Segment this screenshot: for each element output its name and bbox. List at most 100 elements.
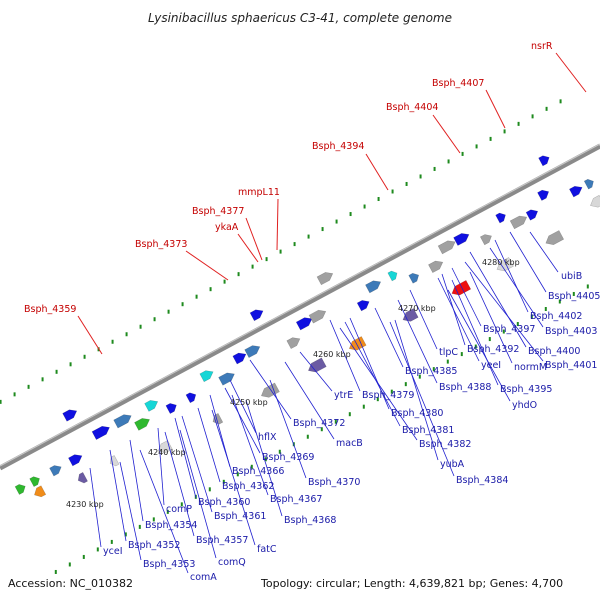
gene-label[interactable]: Bsph_4384 [456,475,508,486]
gene-shape [144,400,159,412]
gene-arrow [185,392,197,404]
gene-label[interactable]: tlpC [439,347,458,358]
gene-label[interactable]: Bsph_4377 [192,206,244,217]
tick-mark [334,419,337,424]
gene-label[interactable]: ubiB [561,271,582,282]
gene-arrow [569,185,583,198]
gene-arrow [77,472,88,484]
gene-label[interactable]: comP [166,504,192,515]
gene-arrow [49,465,62,477]
tick-mark [558,299,561,304]
gene-shape [525,209,539,221]
leader-line [451,279,499,386]
gene-label[interactable]: comQ [218,557,246,568]
gene-shape [244,345,261,359]
gene-label[interactable]: nsrR [531,41,553,52]
gene-label[interactable]: Bsph_4402 [530,311,582,322]
gene-label[interactable]: Bsph_4360 [198,497,250,508]
gene-shape [479,234,492,246]
gene-label[interactable]: fatC [257,544,277,555]
tick-mark [110,539,113,544]
tick-mark [195,294,198,299]
tick-mark [488,337,491,342]
tick-mark [307,234,310,239]
gene-label[interactable]: Bsph_4372 [293,418,345,429]
gene-label[interactable]: Bsph_4361 [214,511,266,522]
gene-arrow [109,455,120,467]
gene-label[interactable]: Bsph_4404 [386,102,438,113]
gene-label[interactable]: Bsph_4379 [362,390,414,401]
gene-label[interactable]: ykaA [215,222,239,233]
leader-line [299,351,333,392]
gene-label[interactable]: hflX [258,432,277,443]
scale-label: 4250 kbp [230,398,268,407]
tick-mark [474,344,477,349]
tick-mark [586,284,589,289]
gene-label[interactable]: ytrE [334,390,353,401]
tick-mark [460,352,463,357]
gene-label[interactable]: Bsph_4401 [545,360,597,371]
gene-label[interactable]: Bsph_4362 [222,481,274,492]
gene-label[interactable]: Bsph_4397 [483,324,535,335]
gene-shape [286,337,301,350]
gene-arrow [308,357,327,373]
gene-label[interactable]: Bsph_4357 [196,535,248,546]
gene-label[interactable]: Bsph_4359 [24,304,76,315]
outer-tick-track [54,284,589,574]
tick-mark [545,106,548,111]
gene-shape [109,455,120,467]
tick-mark [41,377,44,382]
gene-label[interactable]: Bsph_4369 [262,452,314,463]
gene-label[interactable]: Bsph_4405 [548,291,600,302]
gene-label[interactable]: Bsph_4395 [500,384,552,395]
gene-arrow [495,212,506,224]
gene-label[interactable]: Bsph_4382 [419,439,471,450]
gene-label[interactable]: Bsph_4353 [143,559,195,570]
gene-label[interactable]: Bsph_4366 [232,466,284,477]
gene-label[interactable]: yubA [440,459,465,470]
gene-label[interactable]: yeeI [481,360,501,371]
leader-line [509,231,547,293]
gene-label[interactable]: Bsph_4394 [312,141,364,152]
gene-label[interactable]: Bsph_4352 [128,540,180,551]
gene-shape [134,418,150,431]
leader-line [77,315,103,355]
gene-shape [496,257,514,272]
gene-shape [249,309,264,322]
gene-label[interactable]: mmpL11 [238,187,280,198]
gene-label[interactable]: yceI [103,546,123,557]
gene-label[interactable]: Bsph_4367 [270,494,322,505]
gene-shape [68,454,83,467]
leader-line [197,407,221,483]
gene-label[interactable]: Bsph_4354 [145,520,197,531]
gene-label[interactable]: yhdO [512,400,537,411]
tick-mark [348,412,351,417]
gene-label[interactable]: Bsph_4368 [284,515,336,526]
gene-arrow [144,400,159,412]
gene-label[interactable]: Bsph_4370 [308,477,360,488]
gene-label[interactable]: Bsph_4381 [402,425,454,436]
gene-label[interactable]: Bsph_4380 [391,408,443,419]
tick-mark [236,472,239,477]
tick-mark [362,404,365,409]
gene-shape [316,272,334,286]
gene-label[interactable]: Bsph_4400 [528,346,580,357]
gene-label[interactable]: Bsph_4373 [135,239,187,250]
gene-label[interactable]: Bsph_4392 [467,344,519,355]
leader-line [437,277,480,362]
gene-arrow [437,240,456,255]
gene-label[interactable]: Bsph_4403 [545,326,597,337]
gene-label[interactable]: comA [190,572,217,583]
gene-arrow [199,370,214,383]
gene-shape [428,260,444,274]
genome-backbone-highlight [0,143,600,467]
gene-label[interactable]: Bsph_4407 [432,78,484,89]
tick-mark [531,114,534,119]
gene-arrow [538,155,550,167]
gene-label[interactable]: normM [514,362,547,373]
gene-label[interactable]: macB [336,438,363,449]
gene-arrow [428,260,444,274]
gene-label[interactable]: Bsph_4388 [439,382,491,393]
tick-mark [265,257,268,262]
gene-label[interactable]: Bsph_4385 [405,366,457,377]
